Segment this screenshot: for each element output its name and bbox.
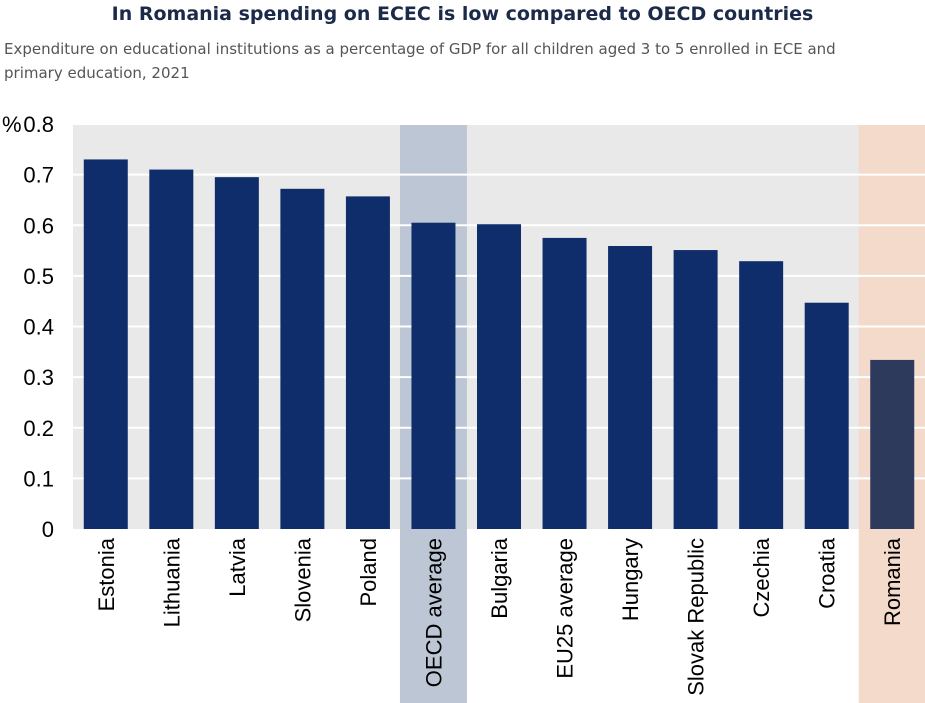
- bar-romania: [870, 360, 914, 529]
- y-tick-label: 0.7: [23, 163, 54, 188]
- x-tick-label: Slovenia: [290, 537, 315, 622]
- bar-oecd-average: [411, 223, 455, 529]
- y-tick-label: 0.2: [23, 416, 54, 441]
- bar-estonia: [84, 159, 128, 529]
- bar-bulgaria: [477, 224, 521, 529]
- x-tick-label: Slovak Republic: [684, 538, 709, 696]
- x-tick-label: Bulgaria: [487, 537, 512, 618]
- y-tick-label: 0.8: [23, 112, 54, 137]
- bar-czechia: [739, 261, 783, 529]
- y-tick-label: 0.6: [23, 213, 54, 238]
- x-tick-label: Latvia: [225, 537, 250, 596]
- x-tick-label: Romania: [880, 537, 905, 626]
- x-tick-label: Czechia: [749, 537, 774, 617]
- bar-lithuania: [149, 170, 193, 529]
- x-tick-label: Croatia: [815, 537, 840, 609]
- bar-eu25-average: [543, 238, 587, 529]
- bar-latvia: [215, 177, 259, 529]
- y-tick-label: 0.4: [23, 315, 54, 340]
- x-tick-label: Estonia: [94, 537, 119, 611]
- bar-croatia: [805, 303, 849, 529]
- y-tick-label: 0.5: [23, 264, 54, 289]
- x-tick-label: EU25 average: [553, 538, 578, 679]
- bar-hungary: [608, 246, 652, 529]
- x-tick-label: OECD average: [421, 538, 446, 687]
- y-tick-label: 0.3: [23, 365, 54, 390]
- bar-poland: [346, 196, 390, 529]
- bar-chart: 0 0.1 0.2 0.3 0.4 0.5 0.6 0.7 0.8% Estonia Lithuan…: [0, 0, 925, 703]
- x-tick-label: Hungary: [618, 538, 643, 621]
- bar-slovenia: [280, 189, 324, 529]
- x-tick-label: Poland: [356, 538, 381, 607]
- y-axis-unit: %: [2, 112, 22, 137]
- y-tick-label: 0: [42, 517, 54, 542]
- y-tick-label: 0.1: [23, 466, 54, 491]
- x-tick-label: Lithuania: [159, 537, 184, 627]
- bar-slovak-republic: [674, 250, 718, 529]
